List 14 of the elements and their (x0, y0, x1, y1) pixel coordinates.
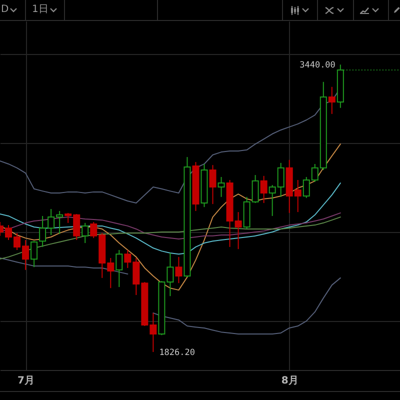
candlestick (175, 256, 182, 284)
candlestick (30, 240, 38, 268)
candlestick (82, 222, 89, 244)
candlestick (218, 176, 225, 198)
annotation: 3440.00 (300, 60, 336, 71)
annotation: 1826.20 (159, 348, 196, 358)
x-tick-label: 7月 (18, 376, 35, 386)
x-tick-label: 8月 (281, 376, 298, 386)
text: 1日 (32, 3, 48, 17)
text: D (1, 3, 9, 17)
candlestick (116, 249, 123, 288)
candlestick (260, 175, 268, 204)
candlestick (209, 164, 216, 205)
candlestick (328, 86, 336, 114)
